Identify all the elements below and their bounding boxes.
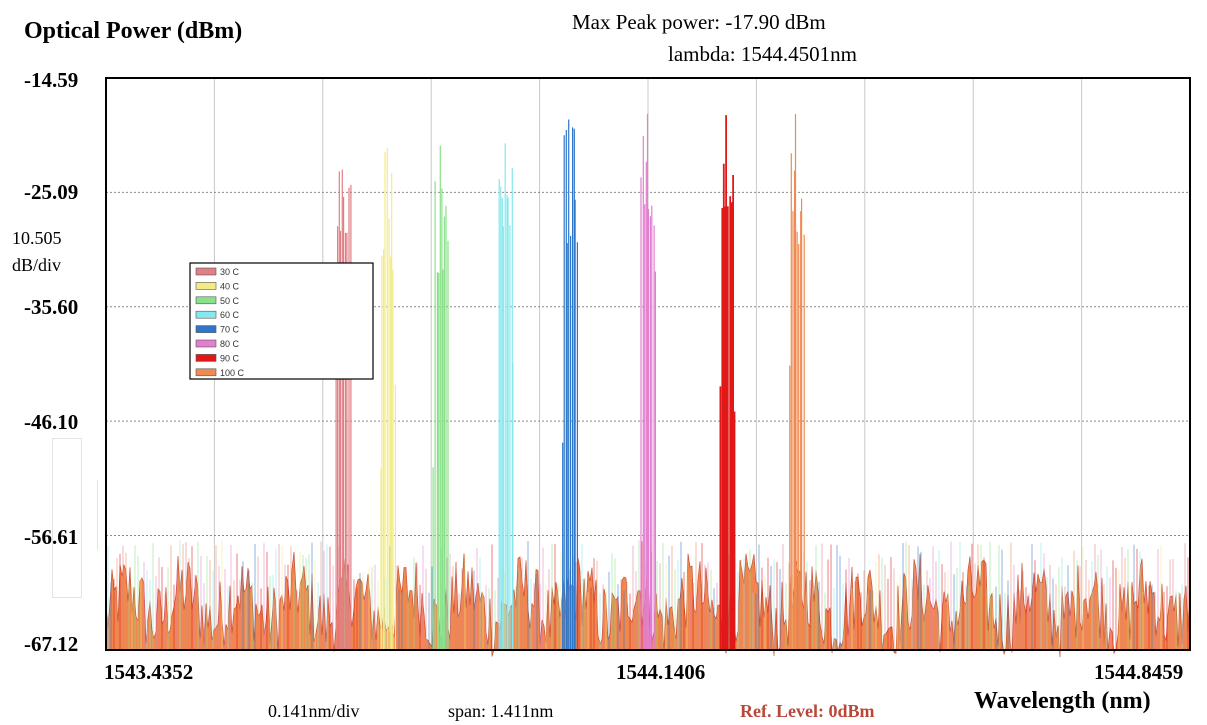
x-axis-title: Wavelength (nm) <box>974 688 1151 714</box>
legend-label: 50 C <box>220 296 240 306</box>
legend-label: 40 C <box>220 281 240 291</box>
y-tick-label: -14.59 <box>24 68 79 92</box>
x-tick-label: 1544.1406 <box>616 660 706 684</box>
y-tick-label: -25.09 <box>24 180 79 204</box>
legend-swatch <box>195 368 217 377</box>
scale-unit: dB/div <box>12 255 62 275</box>
legend-label: 90 C <box>220 353 240 363</box>
y-tick-label: -56.61 <box>24 525 79 549</box>
faint-line-artifact <box>97 480 98 550</box>
legend-swatch <box>195 325 217 333</box>
x-tick-label: 1544.8459 <box>1094 660 1184 684</box>
legend-label: 60 C <box>220 310 240 320</box>
legend-label: 70 C <box>220 325 240 335</box>
ref-level: Ref. Level: 0dBm <box>740 701 875 721</box>
legend-label: 30 C <box>220 267 240 277</box>
lambda-readout: lambda: 1544.4501nm <box>668 42 857 66</box>
legend-label: 100 C <box>220 368 245 378</box>
y-tick-label: -46.10 <box>24 410 79 434</box>
legend-swatch <box>195 310 217 319</box>
nm-per-div: 0.141nm/div <box>268 701 360 721</box>
legend-swatch <box>195 296 217 305</box>
scale-value: 10.505 <box>12 228 62 248</box>
x-tick-label: 1543.4352 <box>104 660 194 684</box>
legend-box <box>189 262 374 380</box>
legend-swatch <box>195 354 217 362</box>
plot-frame <box>105 77 1191 651</box>
legend-swatch <box>195 267 217 276</box>
legend-label: 80 C <box>220 339 240 349</box>
legend-swatch <box>195 282 217 290</box>
y-tick-label: -67.12 <box>24 632 79 656</box>
span-readout: span: 1.411nm <box>448 701 554 721</box>
y-tick-label: -35.60 <box>24 295 79 319</box>
faint-frame-artifact <box>52 438 82 598</box>
legend-swatch <box>195 339 217 348</box>
max-peak-readout: Max Peak power: -17.90 dBm <box>572 10 826 34</box>
y-axis-title: Optical Power (dBm) <box>24 18 243 44</box>
